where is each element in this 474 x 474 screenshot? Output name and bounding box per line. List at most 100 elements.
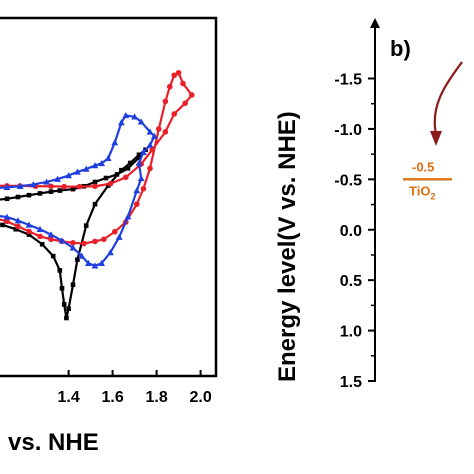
data-point-black bbox=[92, 201, 98, 207]
data-point-black bbox=[37, 191, 43, 196]
data-point-black bbox=[92, 179, 98, 185]
y-axis-arrowhead bbox=[370, 18, 380, 28]
data-point-blue bbox=[107, 249, 114, 256]
data-point-blue bbox=[91, 162, 99, 169]
data-point-black bbox=[114, 172, 120, 177]
data-point-blue bbox=[98, 259, 105, 266]
y-tick-label: -0.5 bbox=[334, 172, 362, 189]
data-point-red bbox=[175, 69, 182, 76]
y-tick-label: -1.5 bbox=[334, 72, 362, 89]
data-point-red bbox=[147, 165, 153, 172]
data-point-blue bbox=[43, 178, 50, 185]
data-point-blue bbox=[16, 182, 24, 189]
data-point-red bbox=[48, 183, 54, 190]
data-point-black bbox=[125, 166, 131, 171]
electron-transfer-arrowhead bbox=[430, 131, 442, 146]
y-axis-energy: -1.5 -1.0 -0.5 0.0 0.5 1.0 1.5 bbox=[334, 18, 380, 391]
data-point-red bbox=[123, 174, 129, 181]
data-point-red bbox=[171, 111, 177, 117]
data-point-blue bbox=[131, 113, 138, 120]
data-point-black bbox=[0, 222, 5, 228]
data-point-blue bbox=[133, 187, 141, 194]
data-point-black bbox=[119, 167, 124, 173]
data-point-red bbox=[134, 201, 140, 207]
data-point-black bbox=[57, 268, 63, 273]
data-point-black bbox=[48, 189, 54, 194]
x-tick-label: 2.0 bbox=[189, 389, 211, 406]
data-point-red bbox=[112, 228, 118, 235]
x-axis-ticks: 1.4 1.6 1.8 2.0 bbox=[57, 370, 212, 406]
data-point-red bbox=[92, 183, 98, 190]
data-point-blue bbox=[122, 111, 130, 119]
data-point-black bbox=[64, 315, 69, 321]
panel-label-b: b) bbox=[390, 36, 411, 61]
data-point-black bbox=[50, 253, 56, 259]
data-point-blue bbox=[54, 175, 61, 182]
data-point-blue bbox=[118, 119, 125, 126]
data-point-black bbox=[136, 155, 142, 160]
data-point-black bbox=[103, 175, 109, 181]
data-point-red bbox=[140, 185, 147, 192]
data-point-red bbox=[81, 240, 87, 247]
data-point-red bbox=[156, 126, 162, 132]
data-point-red bbox=[162, 129, 169, 135]
data-point-black bbox=[75, 257, 80, 262]
y-axis-title-energy: Energy level(V vs. NHE) bbox=[274, 111, 301, 382]
data-point-black bbox=[61, 302, 67, 307]
data-point-blue bbox=[69, 244, 77, 251]
data-point-black bbox=[136, 152, 142, 158]
data-point-red bbox=[182, 100, 188, 107]
data-point-blue bbox=[137, 174, 145, 182]
data-point-black bbox=[4, 196, 10, 202]
data-point-blue bbox=[3, 213, 11, 220]
data-point-red bbox=[101, 236, 107, 243]
y-tick-label: 0.5 bbox=[340, 273, 362, 290]
data-point-black bbox=[59, 285, 65, 291]
data-point-black bbox=[57, 188, 63, 193]
data-point-blue bbox=[151, 132, 158, 139]
data-point-red bbox=[61, 183, 67, 190]
data-point-red bbox=[15, 223, 21, 230]
data-point-blue bbox=[137, 118, 145, 125]
data-point-blue bbox=[36, 225, 44, 232]
data-point-black bbox=[39, 241, 45, 247]
tio2-label-main: TiO bbox=[409, 183, 430, 198]
data-point-red bbox=[92, 238, 98, 245]
x-tick-label: 1.6 bbox=[101, 389, 123, 406]
data-point-black bbox=[13, 226, 19, 232]
data-point-blue bbox=[74, 168, 81, 175]
tio2-label: TiO2 bbox=[409, 183, 435, 201]
data-point-black bbox=[127, 160, 133, 166]
data-point-blue bbox=[98, 159, 105, 167]
data-point-red bbox=[162, 98, 169, 105]
y-tick-label: 1.0 bbox=[340, 324, 362, 341]
tio2-cb-value-label: -0.5 bbox=[412, 159, 434, 174]
data-point-blue bbox=[14, 217, 22, 224]
data-point-blue bbox=[146, 141, 154, 148]
data-point-red bbox=[70, 240, 76, 246]
tio2-label-subscript: 2 bbox=[430, 191, 435, 201]
data-point-black bbox=[66, 306, 71, 311]
data-point-red bbox=[167, 83, 173, 90]
data-point-red bbox=[37, 233, 43, 240]
data-point-blue bbox=[135, 159, 143, 166]
electron-transfer-arrow bbox=[433, 61, 463, 135]
y-tick-label: 0.0 bbox=[340, 223, 362, 240]
data-point-blue bbox=[58, 237, 66, 244]
data-point-blue bbox=[82, 165, 90, 172]
x-tick-label: 1.4 bbox=[57, 389, 79, 406]
data-point-blue bbox=[85, 259, 92, 266]
data-point-blue bbox=[25, 221, 33, 228]
data-point-red bbox=[149, 146, 155, 153]
data-point-red bbox=[107, 180, 114, 187]
data-point-blue bbox=[111, 139, 119, 146]
x-axis-title-fragment: vs. NHE bbox=[8, 429, 99, 456]
data-point-blue bbox=[91, 262, 99, 269]
data-point-blue bbox=[3, 183, 11, 191]
data-point-red bbox=[171, 72, 177, 79]
series-line-red bbox=[0, 71, 193, 245]
data-point-red bbox=[189, 92, 195, 98]
data-point-blue bbox=[47, 231, 55, 238]
panel-b-energy-diagram: -1.5 -1.0 -0.5 0.0 0.5 1.0 1.5 Energy level(V … bbox=[274, 18, 463, 391]
